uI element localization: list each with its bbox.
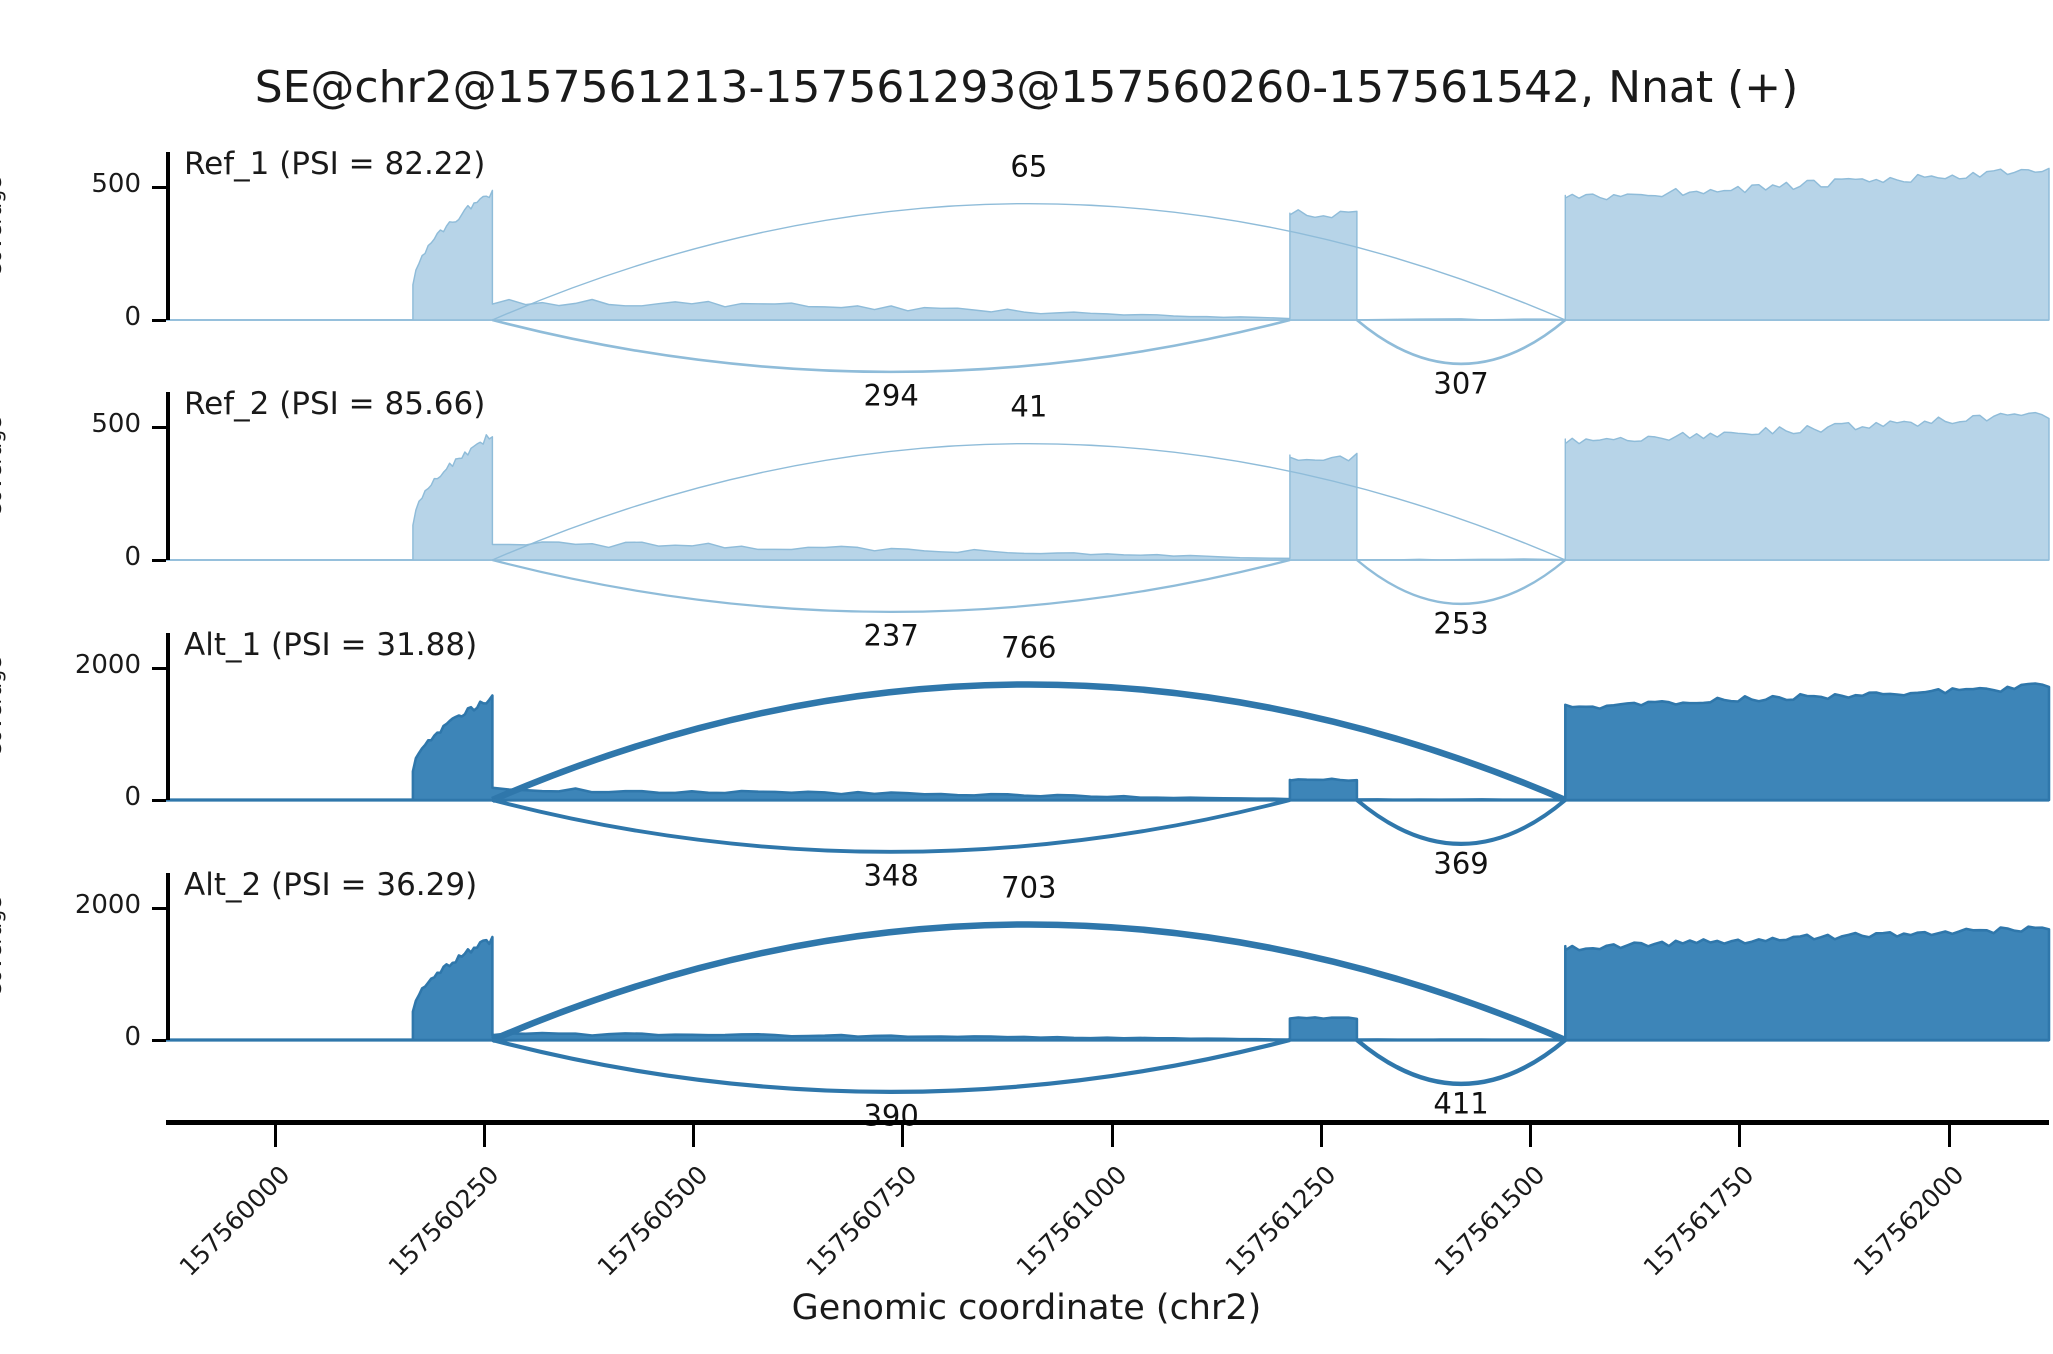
junction-count-label: 348: [858, 861, 924, 891]
y-axis-label: Coverage: [0, 176, 6, 278]
y-tick-mark: [152, 907, 166, 910]
x-tick-mark: [483, 1125, 487, 1147]
y-axis-label: Coverage: [0, 416, 6, 518]
sample-label-alt_1: Alt_1 (PSI = 31.88): [184, 627, 478, 663]
junction-count-label: 411: [1428, 1089, 1494, 1119]
y-tick-mark: [152, 667, 166, 670]
x-tick-label: 157561000: [1010, 1160, 1133, 1282]
y-tick-label: 0: [124, 1022, 141, 1052]
x-axis-line: [166, 1120, 2049, 1125]
coverage-area: [164, 925, 2051, 1042]
y-tick-mark: [152, 186, 166, 189]
y-axis-line-alt_2: [166, 873, 170, 1040]
y-tick-label: 500: [91, 169, 141, 199]
junction-arc: [1355, 798, 1567, 846]
junction-count-label: 65: [1005, 152, 1053, 182]
junction-arc: [491, 681, 1567, 803]
y-tick-mark: [152, 319, 166, 322]
junction-arc: [492, 318, 1291, 374]
x-tick-mark: [1110, 1125, 1114, 1147]
y-tick-label: 0: [124, 782, 141, 812]
x-axis-title: Genomic coordinate (chr2): [791, 1288, 1262, 1328]
junction-count-label: 307: [1428, 369, 1494, 399]
y-axis-line-ref_2: [166, 392, 170, 560]
junction-arc: [1356, 318, 1567, 366]
x-tick-label: 157561750: [1638, 1160, 1760, 1282]
sample-label-ref_2: Ref_2 (PSI = 85.66): [184, 386, 486, 422]
x-tick-mark: [1319, 1125, 1323, 1147]
junction-count-label: 766: [996, 633, 1062, 663]
junction-arc: [492, 442, 1566, 561]
x-tick-label: 157560750: [801, 1160, 923, 1282]
y-axis-line-ref_1: [166, 152, 170, 320]
coverage-area: [164, 682, 2051, 802]
junction-count-label: 294: [858, 381, 924, 411]
junction-arc: [492, 558, 1291, 613]
junction-count-label: 369: [1428, 849, 1494, 879]
sample-label-ref_1: Ref_1 (PSI = 82.22): [184, 146, 486, 182]
junction-arc: [491, 921, 1567, 1043]
x-tick-mark: [1947, 1125, 1951, 1147]
coverage-area: [165, 167, 2050, 321]
x-tick-label: 157562000: [1847, 1160, 1970, 1282]
junction-arc: [492, 202, 1566, 321]
x-tick-label: 157560000: [173, 1160, 296, 1282]
junction-count-label: 390: [858, 1101, 924, 1131]
x-tick-mark: [273, 1125, 277, 1147]
coverage-area: [165, 411, 2050, 561]
junction-count-label: 703: [996, 873, 1062, 903]
x-tick-label: 157561250: [1219, 1160, 1342, 1282]
y-tick-label: 2000: [74, 650, 141, 680]
y-tick-label: 500: [91, 409, 141, 439]
y-axis-label: Coverage: [0, 656, 6, 758]
junction-arc: [1356, 559, 1567, 606]
x-tick-mark: [1529, 1125, 1533, 1147]
y-tick-mark: [152, 426, 166, 429]
y-axis-line-alt_1: [166, 633, 170, 800]
sample-label-alt_2: Alt_2 (PSI = 36.29): [184, 867, 478, 903]
junction-arc: [491, 1037, 1291, 1094]
y-tick-mark: [152, 799, 166, 802]
y-tick-mark: [152, 559, 166, 562]
x-tick-mark: [692, 1125, 696, 1147]
figure-title: SE@chr2@157561213-157561293@157560260-15…: [254, 62, 1799, 113]
junction-arc: [1355, 1038, 1567, 1087]
y-tick-mark: [152, 1039, 166, 1042]
y-axis-label: Coverage: [0, 896, 6, 998]
x-tick-mark: [901, 1125, 905, 1147]
junction-count-label: 237: [858, 621, 924, 651]
x-tick-mark: [1738, 1125, 1742, 1147]
y-tick-label: 2000: [74, 890, 141, 920]
x-tick-label: 157560250: [382, 1160, 505, 1282]
junction-arc: [491, 798, 1291, 854]
x-tick-label: 157560500: [592, 1160, 714, 1282]
x-tick-label: 157561500: [1428, 1160, 1551, 1282]
junction-count-label: 253: [1428, 609, 1494, 639]
junction-count-label: 41: [1005, 392, 1053, 422]
y-tick-label: 0: [124, 542, 141, 572]
y-tick-label: 0: [124, 302, 141, 332]
